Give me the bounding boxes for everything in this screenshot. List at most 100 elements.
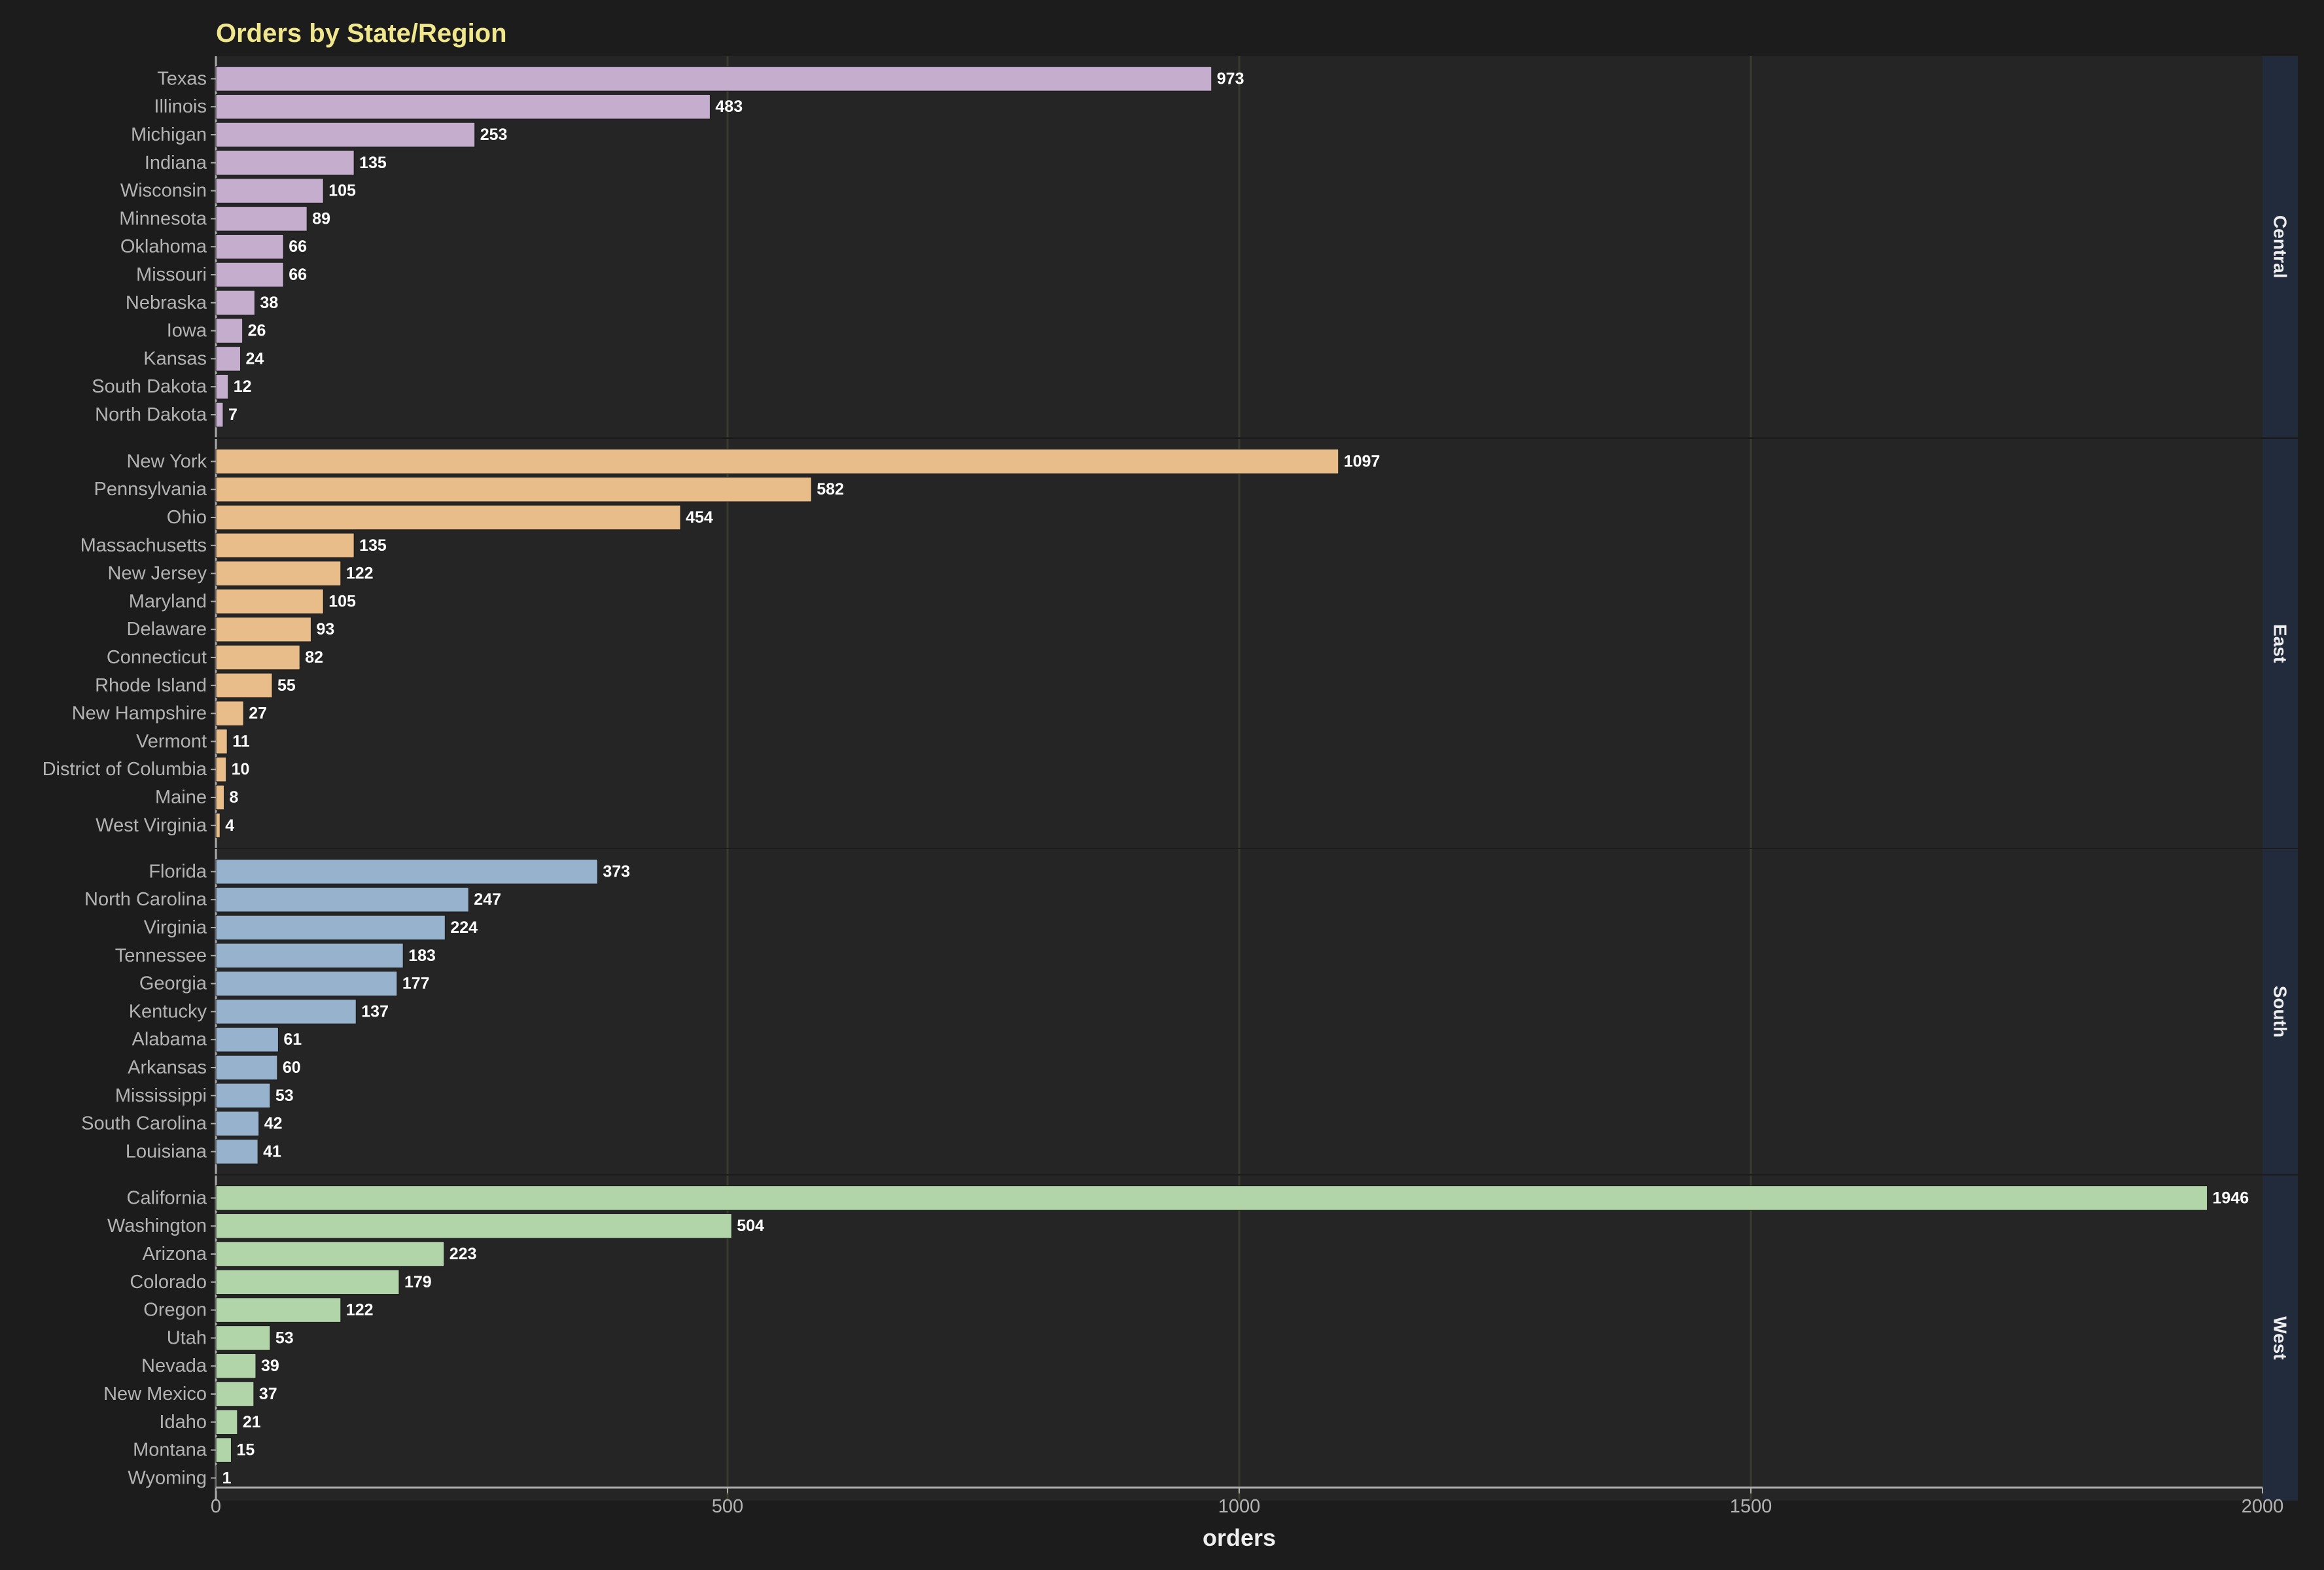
bar: [215, 1325, 271, 1351]
y-tick-label: Alabama: [132, 1029, 207, 1050]
y-tick-label: Texas: [157, 68, 207, 89]
x-tick-label: 1000: [1218, 1496, 1261, 1517]
data-label: 135: [359, 536, 387, 555]
bar: [215, 290, 255, 316]
bar: [215, 859, 598, 884]
bar: [215, 589, 324, 614]
data-label: 66: [289, 266, 307, 284]
x-axis-title: orders: [1203, 1524, 1276, 1551]
data-label: 15: [236, 1441, 255, 1459]
x-axis: 0 500 1000 1500 2000: [211, 1486, 2284, 1517]
data-label: 224: [450, 918, 478, 937]
y-tick-label: Oklahoma: [120, 236, 207, 257]
y-tick-label: Nevada: [141, 1355, 207, 1376]
y-tick-label: North Carolina: [84, 889, 207, 910]
y-tick-label: Wyoming: [128, 1467, 207, 1488]
facet-east: East New York 1097 Pennsylvania 582 Ohio 454 Ma…: [43, 439, 2298, 848]
y-tick-label: Utah: [167, 1327, 207, 1348]
bar: [215, 886, 469, 913]
bar: [215, 1241, 445, 1267]
y-tick-label: Illinois: [154, 96, 207, 117]
bar: [215, 1297, 342, 1323]
bar: [215, 94, 711, 120]
y-tick-label: Montana: [133, 1440, 207, 1461]
data-label: 55: [277, 676, 296, 695]
bar: [215, 504, 681, 531]
data-label: 135: [359, 154, 387, 172]
bar: [215, 318, 243, 343]
data-label: 4: [225, 816, 234, 835]
y-tick-label: Georgia: [139, 973, 207, 994]
data-label: 7: [228, 406, 238, 424]
bar: [215, 346, 241, 372]
y-tick-label: Ohio: [167, 507, 207, 528]
data-label: 483: [715, 97, 743, 116]
y-tick-label: North Dakota: [95, 404, 207, 425]
y-tick-label: Louisiana: [126, 1141, 207, 1162]
data-label: 1946: [2213, 1189, 2249, 1207]
data-label: 12: [234, 377, 252, 396]
x-tick-label: 0: [211, 1496, 221, 1517]
data-label: 10: [232, 760, 250, 778]
x-tick-label: 500: [712, 1496, 743, 1517]
bar: [215, 66, 1212, 92]
y-tick-label: Indiana: [145, 152, 207, 173]
y-tick-label: Massachusetts: [80, 535, 207, 556]
bar: [215, 1083, 271, 1109]
bar: [215, 1437, 232, 1463]
y-tick-label: New York: [126, 451, 207, 472]
facet-strip: [2262, 439, 2298, 848]
bar: [215, 1409, 238, 1435]
x-tick-label: 2000: [2242, 1496, 2284, 1517]
y-tick-label: Vermont: [136, 731, 207, 752]
bar: [215, 971, 398, 996]
data-label: 454: [686, 508, 713, 527]
bar: [215, 999, 357, 1024]
y-tick-label: Maryland: [129, 591, 207, 612]
y-tick-label: Mississippi: [115, 1085, 207, 1106]
data-label: 247: [474, 890, 501, 909]
data-label: 179: [404, 1273, 432, 1291]
y-tick-label: New Mexico: [103, 1384, 207, 1404]
y-tick-label: New Hampshire: [72, 703, 207, 724]
bar: [215, 1139, 258, 1164]
bar: [215, 1185, 2208, 1211]
data-label: 973: [1217, 69, 1244, 88]
data-label: 1097: [1344, 452, 1381, 470]
x-tick-label: 1500: [1730, 1496, 1772, 1517]
bar: [215, 729, 228, 754]
data-label: 60: [283, 1058, 301, 1077]
y-tick-label: Kentucky: [129, 1001, 207, 1022]
y-tick-label: New Jersey: [108, 563, 207, 584]
data-label: 582: [817, 480, 844, 498]
y-tick-label: Oregon: [143, 1300, 207, 1321]
bar: [215, 561, 342, 586]
bar: [215, 1381, 255, 1407]
bar: [215, 262, 284, 288]
facet-strip: [2262, 849, 2298, 1174]
bar: [215, 449, 1339, 474]
data-label: 21: [243, 1413, 261, 1431]
data-label: 373: [603, 862, 630, 881]
bar: [215, 1269, 400, 1295]
data-label: 1: [222, 1469, 232, 1487]
bar: [215, 1111, 260, 1136]
y-tick-label: Maine: [155, 787, 207, 808]
y-tick-label: Arkansas: [128, 1057, 207, 1078]
facet-south: South Florida 373 North Carolina 247 Virginia…: [81, 849, 2298, 1174]
y-tick-label: Pennsylvania: [94, 479, 207, 500]
y-tick-label: Missouri: [136, 264, 207, 285]
data-label: 183: [408, 947, 436, 965]
bar: [215, 644, 300, 671]
facet-central: Central Texas 973 Illinois 483 Michigan 253 Ind…: [92, 56, 2298, 438]
data-label: 223: [449, 1245, 477, 1263]
y-tick-label: Nebraska: [126, 292, 207, 313]
facet-strip-label: East: [2270, 624, 2291, 663]
bar: [215, 122, 476, 148]
bar: [215, 672, 273, 699]
data-label: 38: [260, 294, 278, 312]
data-label: 53: [275, 1087, 294, 1105]
bar: [215, 915, 446, 941]
data-label: 504: [737, 1217, 764, 1235]
data-label: 105: [328, 592, 356, 610]
